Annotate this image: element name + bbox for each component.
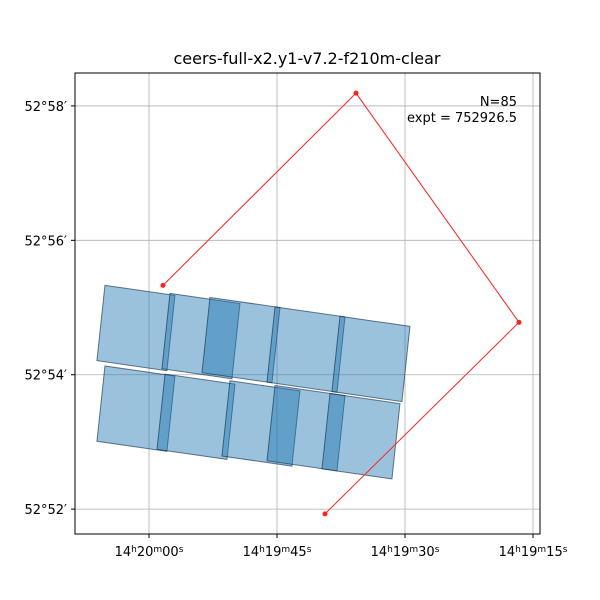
y-tick-label: 52°52′ <box>24 503 67 518</box>
y-tick-label: 52°58′ <box>24 100 67 115</box>
x-tick-label: 14h19m45s <box>243 545 312 560</box>
footprint <box>221 380 301 467</box>
footprint <box>321 392 401 480</box>
footprint <box>96 365 176 452</box>
chart-title: ceers-full-x2.y1-v7.2-f210m-clear <box>173 49 440 68</box>
annotation: N=85 <box>480 95 517 110</box>
x-tick-label: 14h20m00s <box>115 545 184 560</box>
outline-vertex <box>516 319 522 325</box>
y-tick-label: 52°54′ <box>24 369 67 384</box>
axes-frame <box>74 72 541 535</box>
footprint <box>161 292 241 380</box>
outline-vertex <box>322 511 328 517</box>
x-tick-label: 14h19m30s <box>371 545 440 560</box>
outline <box>162 92 520 515</box>
outline-vertex <box>353 90 359 96</box>
y-tick-label: 52°56′ <box>24 234 67 249</box>
outline-vertex <box>160 282 166 288</box>
footprint <box>96 284 176 372</box>
annotation: expt = 752926.5 <box>407 111 517 126</box>
footprint <box>331 315 411 403</box>
x-tick-label: 14h19m15s <box>499 545 568 560</box>
footprint <box>156 373 236 460</box>
